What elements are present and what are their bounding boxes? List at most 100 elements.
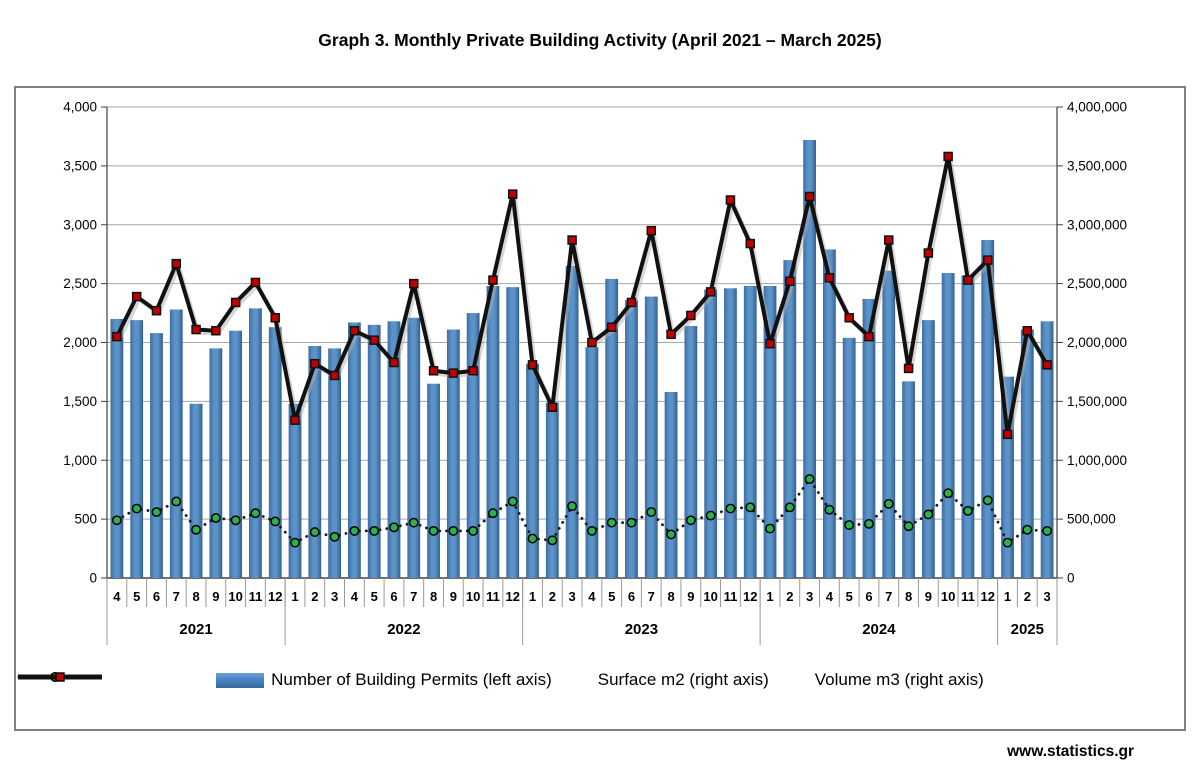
permit-bar (565, 265, 579, 578)
volume-marker (587, 337, 597, 348)
month-label: 5 (371, 589, 378, 604)
surface-marker (250, 508, 261, 519)
permit-bar (822, 249, 836, 579)
permit-bar (249, 308, 262, 578)
permit-bar (189, 403, 203, 578)
bar-swatch-icon (216, 672, 265, 688)
volume-marker (389, 357, 399, 368)
surface-marker (705, 510, 716, 521)
surface-marker (982, 495, 993, 506)
surface-marker (784, 502, 795, 513)
month-label: 7 (885, 589, 892, 604)
volume-marker (270, 313, 280, 323)
month-label: 10 (228, 589, 242, 604)
month-label: 3 (331, 589, 338, 604)
chart-plot: 0 0 500 500,000 1,000 1,000,000 1,500 1,500,000… (63, 100, 1127, 645)
right-axis-label: 500,000 (1067, 512, 1116, 527)
volume-marker (864, 331, 874, 342)
surface-marker (626, 517, 637, 528)
surface-marker (448, 525, 459, 536)
permit-bar (387, 321, 401, 578)
surface-marker (745, 502, 756, 513)
volume-marker (705, 287, 716, 297)
permit-bar (347, 322, 361, 578)
volume-marker (547, 402, 558, 413)
month-label: 11 (724, 589, 738, 604)
surface-marker (943, 488, 954, 499)
volume-marker (626, 297, 637, 308)
volume-marker (250, 277, 261, 288)
surface-line (115, 476, 1049, 545)
permit-bar (605, 278, 619, 578)
surface-marker (567, 501, 578, 512)
volume-marker (428, 366, 439, 376)
volume-marker (963, 275, 973, 285)
volume-marker (527, 360, 538, 370)
surface-series (111, 474, 1053, 548)
volume-marker (349, 325, 360, 336)
permit-bar (585, 347, 599, 578)
volume-marker (1042, 360, 1052, 370)
month-label: 3 (806, 589, 813, 604)
legend-label-volume: Volume m3 (right axis) (814, 670, 984, 689)
surface-marker (824, 504, 835, 515)
surface-marker (923, 509, 934, 520)
month-label: 9 (212, 589, 219, 604)
right-axis-label: 3,500,000 (1067, 158, 1127, 173)
volume-marker (725, 195, 736, 205)
right-axis-label: 1,500,000 (1067, 394, 1127, 409)
surface-marker (349, 525, 360, 536)
surface-marker (883, 498, 894, 509)
line-square-icon (18, 672, 102, 682)
surface-marker (547, 535, 558, 546)
volume-marker (230, 297, 241, 308)
volume-marker (686, 310, 696, 321)
month-label: 1 (1004, 589, 1011, 604)
surface-marker (864, 518, 874, 529)
right-axis-label: 3,000,000 (1067, 217, 1127, 232)
volume-marker (923, 248, 934, 258)
surface-marker (666, 529, 677, 540)
permit-bar (367, 324, 381, 578)
volume-marker (369, 335, 379, 345)
month-label: 11 (486, 589, 500, 604)
volume-marker (329, 370, 340, 381)
month-label: 4 (826, 589, 834, 604)
month-label: 1 (766, 589, 773, 604)
permit-bar (288, 403, 302, 578)
surface-marker (290, 537, 300, 548)
permit-bar (684, 326, 698, 578)
volume-marker (171, 258, 182, 269)
permit-bar (941, 273, 955, 578)
permit-bar (229, 330, 243, 578)
permit-bar (921, 320, 935, 578)
surface-marker (270, 516, 281, 527)
permit-bar (130, 320, 144, 578)
volume-marker (804, 191, 815, 202)
month-label: 12 (980, 589, 994, 604)
surface-marker (586, 525, 597, 536)
permit-bar (743, 285, 757, 578)
surface-marker (191, 524, 202, 535)
month-label: 6 (865, 589, 872, 604)
permit-bar (704, 289, 718, 578)
permit-bar (644, 296, 658, 578)
permit-bar (427, 383, 440, 578)
surface-marker (725, 503, 736, 514)
volume-marker (151, 305, 162, 316)
left-axis-label: 2,500 (63, 276, 97, 291)
permit-bar (882, 270, 896, 578)
permit-bar (1020, 329, 1034, 578)
website-link: www.statistics.gr (1007, 743, 1134, 760)
surface-marker (428, 525, 439, 536)
permit-bar (961, 275, 975, 578)
month-label: 5 (133, 589, 140, 604)
volume-marker (488, 275, 498, 285)
permit-bar (862, 298, 876, 578)
surface-marker (507, 496, 518, 507)
legend-item-permits: Number of Building Permits (left axis) (216, 670, 552, 690)
volume-marker (646, 225, 657, 236)
volume-marker (844, 313, 854, 323)
volume-marker (112, 331, 122, 342)
month-label: 12 (743, 589, 757, 604)
